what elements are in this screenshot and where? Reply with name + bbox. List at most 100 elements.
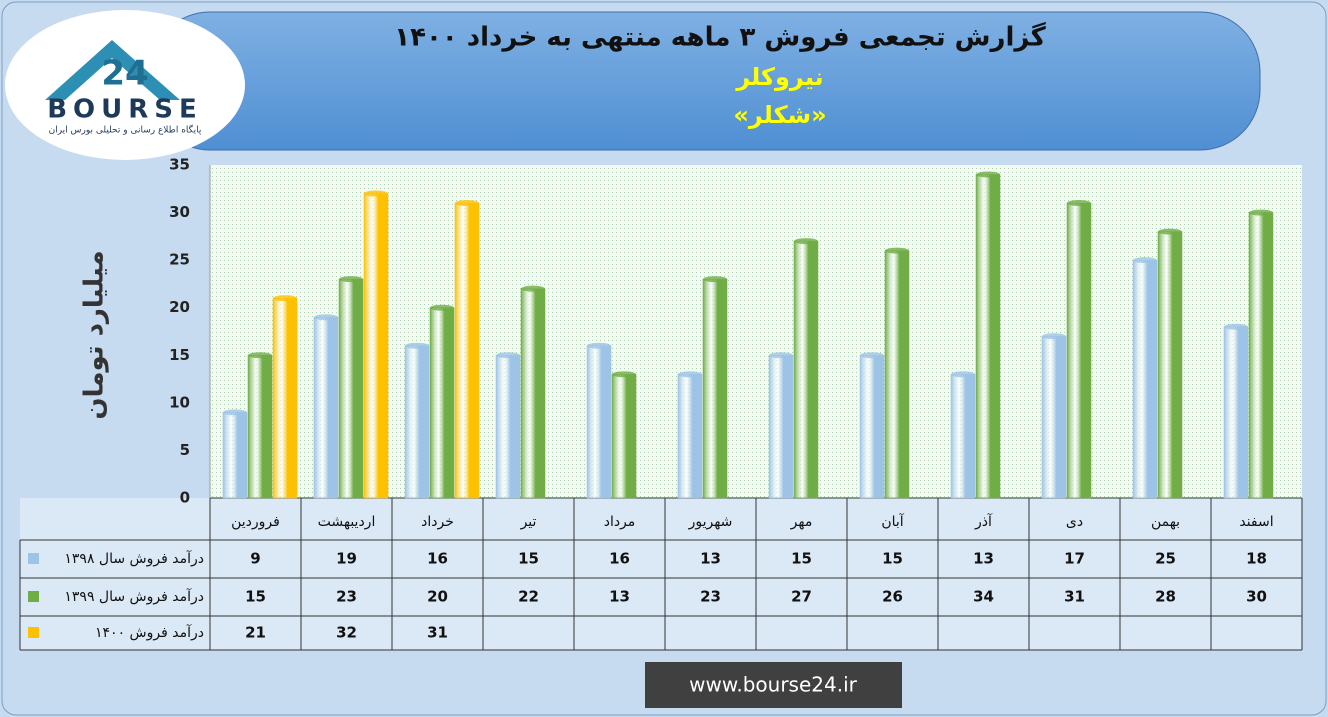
x-tick-label: مهر bbox=[790, 514, 813, 530]
table-cell: 15 bbox=[518, 550, 539, 568]
bar bbox=[1066, 202, 1092, 499]
legend-swatch bbox=[28, 627, 39, 638]
bar-cap bbox=[1224, 323, 1248, 330]
bar-cap bbox=[1158, 228, 1182, 235]
table-cell: 34 bbox=[973, 588, 994, 606]
bar bbox=[520, 288, 546, 499]
bar-cap bbox=[364, 190, 388, 197]
y-tick-label: 35 bbox=[169, 156, 190, 174]
bar-cap bbox=[223, 409, 247, 416]
bar bbox=[313, 316, 339, 499]
legend-label: درآمد فروش ۱۴۰۰ bbox=[95, 624, 204, 641]
bar bbox=[793, 240, 819, 499]
bar bbox=[222, 412, 248, 499]
bar-cap bbox=[976, 171, 1000, 178]
bar-cap bbox=[339, 276, 363, 283]
chart-title: گزارش تجمعی فروش ۳ ماهه منتهی به خرداد ۱… bbox=[394, 22, 1046, 53]
table-cell: 31 bbox=[1064, 588, 1085, 606]
y-tick-label: 20 bbox=[169, 298, 190, 316]
plot-area bbox=[210, 165, 1302, 498]
bar bbox=[1157, 231, 1183, 499]
bar-cap bbox=[612, 371, 636, 378]
chart-subtitle: نیروکلر bbox=[735, 63, 823, 91]
bar bbox=[272, 297, 298, 499]
x-tick-label: دی bbox=[1066, 514, 1083, 530]
x-tick-label: تیر bbox=[520, 514, 537, 530]
bar bbox=[363, 193, 389, 499]
bar-cap bbox=[405, 342, 429, 349]
table-cell: 28 bbox=[1155, 588, 1176, 606]
legend-label: درآمد فروش سال ۱۳۹۸ bbox=[64, 550, 204, 567]
bar bbox=[404, 345, 430, 499]
chart-symbol: «شکلر» bbox=[733, 101, 826, 129]
bar bbox=[495, 355, 521, 499]
table-cell: 23 bbox=[336, 588, 357, 606]
table-cell: 31 bbox=[427, 624, 448, 642]
table-cell: 26 bbox=[882, 588, 903, 606]
table-cell: 19 bbox=[336, 550, 357, 568]
x-tick-label: بهمن bbox=[1151, 514, 1180, 530]
table-cell: 27 bbox=[791, 588, 812, 606]
legend-label: درآمد فروش سال ۱۳۹۹ bbox=[64, 588, 204, 605]
table-cell: 13 bbox=[700, 550, 721, 568]
bar bbox=[702, 278, 728, 499]
bar bbox=[1223, 326, 1249, 499]
table-cell: 23 bbox=[700, 588, 721, 606]
bar-cap bbox=[1042, 333, 1066, 340]
y-axis-label: میلیارد تومان bbox=[80, 250, 110, 419]
bar-cap bbox=[1249, 209, 1273, 216]
y-tick-label: 5 bbox=[180, 441, 190, 459]
bar bbox=[338, 278, 364, 499]
y-tick-label: 30 bbox=[169, 203, 190, 221]
bar bbox=[1041, 336, 1067, 499]
bar-cap bbox=[794, 238, 818, 245]
table-cell: 16 bbox=[609, 550, 630, 568]
y-tick-label: 15 bbox=[169, 346, 190, 364]
bar-cap bbox=[314, 314, 338, 321]
bar-cap bbox=[1133, 257, 1157, 264]
table-cell: 13 bbox=[609, 588, 630, 606]
table-cell: 17 bbox=[1064, 550, 1085, 568]
logo-bg bbox=[5, 10, 245, 160]
table-cell: 13 bbox=[973, 550, 994, 568]
bar bbox=[454, 202, 480, 499]
bar bbox=[677, 374, 703, 499]
table-cell: 18 bbox=[1246, 550, 1267, 568]
x-tick-label: اردیبهشت bbox=[318, 514, 376, 530]
x-tick-label: آذر bbox=[974, 513, 993, 530]
bar bbox=[1248, 212, 1274, 499]
bar-cap bbox=[521, 285, 545, 292]
table-cell: 21 bbox=[245, 624, 266, 642]
bar-cap bbox=[885, 247, 909, 254]
bar-cap bbox=[587, 342, 611, 349]
table-cell: 22 bbox=[518, 588, 539, 606]
table-cell: 16 bbox=[427, 550, 448, 568]
table-cell: 15 bbox=[791, 550, 812, 568]
logo-mark: 24 bbox=[101, 54, 148, 94]
bar bbox=[884, 250, 910, 499]
bar bbox=[1132, 259, 1158, 499]
footer-box bbox=[645, 662, 902, 708]
bar bbox=[429, 307, 455, 499]
bar-cap bbox=[703, 276, 727, 283]
table-cell: 15 bbox=[245, 588, 266, 606]
bar-cap bbox=[248, 352, 272, 359]
bar-cap bbox=[273, 295, 297, 302]
x-tick-label: شهریور bbox=[688, 514, 733, 530]
x-tick-label: اسفند bbox=[1239, 514, 1273, 530]
bar bbox=[859, 355, 885, 499]
bar bbox=[975, 174, 1001, 499]
bar bbox=[950, 374, 976, 499]
legend-swatch bbox=[28, 591, 39, 602]
table-cell: 30 bbox=[1246, 588, 1267, 606]
table-cell: 20 bbox=[427, 588, 448, 606]
table-cell: 25 bbox=[1155, 550, 1176, 568]
bar-cap bbox=[769, 352, 793, 359]
data-table bbox=[20, 498, 1302, 650]
bar-cap bbox=[455, 200, 479, 207]
bar-cap bbox=[678, 371, 702, 378]
y-tick-label: 0 bbox=[180, 489, 190, 507]
logo-name: BOURSE bbox=[47, 95, 203, 125]
